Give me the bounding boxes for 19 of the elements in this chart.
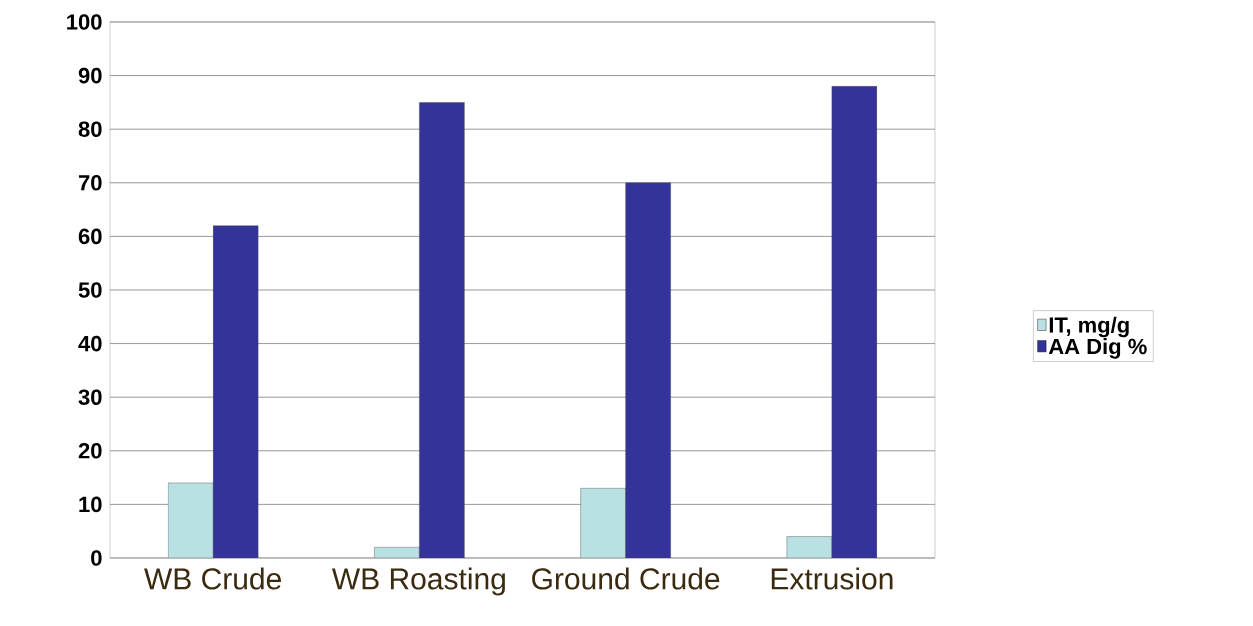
x-tick-label: Extrusion bbox=[771, 567, 893, 590]
y-tick-label: 100 bbox=[67, 14, 102, 30]
y-tick-label: 20 bbox=[78, 442, 102, 459]
x-tick-label: WB Crude bbox=[144, 567, 281, 590]
legend-label: AA Dig % bbox=[1048, 338, 1147, 359]
y-tick-label: 0 bbox=[91, 550, 102, 566]
x-tick-label: Ground Crude bbox=[532, 567, 720, 590]
x-tick-label: WB Roasting bbox=[331, 567, 505, 596]
y-tick-label: 50 bbox=[78, 282, 102, 298]
y-tick-label: 90 bbox=[78, 67, 102, 84]
bar bbox=[580, 488, 626, 558]
y-tick-label: 80 bbox=[78, 121, 102, 137]
y-tick-label: 10 bbox=[79, 496, 102, 513]
bar bbox=[167, 482, 214, 558]
y-tick-label: 40 bbox=[78, 335, 102, 352]
y-tick-label: 60 bbox=[78, 228, 102, 245]
y-tick-label: 70 bbox=[78, 174, 102, 191]
legend-label: IT, mg/g bbox=[1049, 316, 1129, 338]
y-tick-label: 30 bbox=[78, 389, 102, 405]
